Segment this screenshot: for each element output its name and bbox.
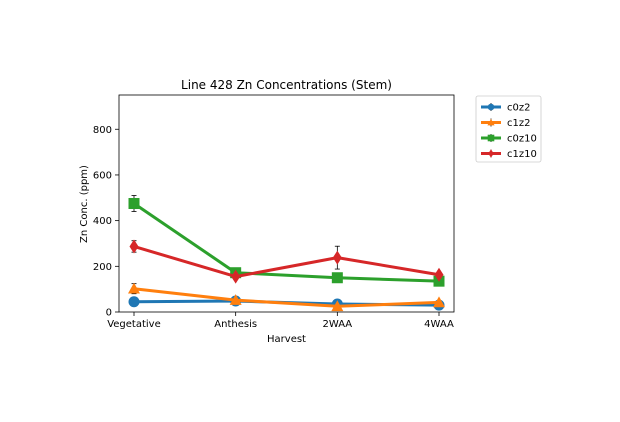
x-tick-label: Vegetative	[107, 319, 161, 330]
legend-label: c1z10	[507, 149, 537, 160]
series-line	[133, 245, 440, 279]
x-tick-label: Anthesis	[214, 319, 257, 330]
data-point	[331, 272, 343, 284]
legend-box	[475, 95, 542, 163]
legend-marker	[487, 134, 495, 142]
data-point	[129, 239, 139, 254]
data-point	[229, 294, 242, 305]
series-line	[133, 287, 440, 308]
y-tick-label: 0	[106, 308, 112, 319]
data-point	[231, 269, 241, 284]
legend-item: c1z2	[481, 118, 530, 129]
y-axis-label: Zn Conc. (ppm)	[79, 165, 90, 243]
data-point	[434, 267, 444, 282]
legend-label: c0z10	[507, 134, 537, 145]
data-point	[331, 300, 344, 312]
legend-marker	[487, 103, 495, 111]
series-c1z2	[128, 282, 445, 312]
legend-item: c0z2	[481, 103, 530, 114]
series-layer	[128, 195, 445, 312]
series-line	[133, 202, 440, 283]
legend-label: c1z2	[507, 118, 530, 129]
legend-item: c0z10	[481, 134, 537, 145]
x-axis: Vegetative Anthesis 2WAA 4WAA	[107, 312, 454, 330]
y-tick-label: 200	[93, 262, 112, 273]
x-tick-label: 2WAA	[322, 319, 352, 330]
legend-marker	[488, 149, 494, 158]
data-point	[128, 296, 140, 308]
x-tick-label: 4WAA	[424, 319, 454, 330]
x-axis-label: Harvest	[267, 334, 306, 345]
chart-title: Line 428 Zn Concentrations (Stem)	[181, 78, 392, 92]
data-point	[332, 250, 342, 265]
data-point	[433, 296, 445, 308]
y-tick-label: 800	[93, 125, 112, 136]
y-tick-label: 400	[93, 216, 112, 227]
legend-label: c0z2	[507, 103, 530, 114]
data-point	[128, 282, 140, 294]
legend-item: c1z10	[481, 149, 537, 160]
legend: c0z2 c1z2 c0z10 c1z10	[475, 95, 542, 163]
series-c1z10	[129, 239, 444, 284]
legend-marker	[487, 118, 495, 126]
y-tick-label: 600	[93, 170, 112, 181]
y-axis: 0 200 400 600 800	[93, 125, 119, 319]
data-point	[128, 198, 140, 209]
